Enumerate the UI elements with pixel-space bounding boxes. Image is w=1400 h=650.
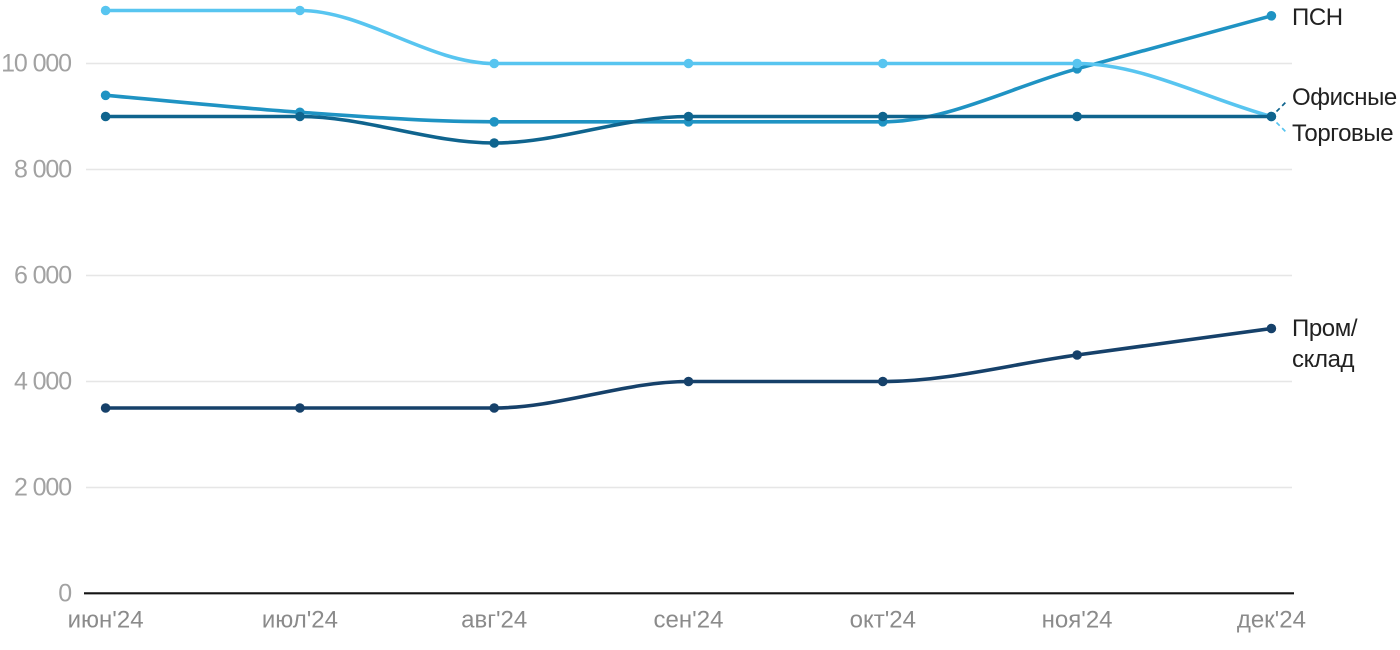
svg-text:склад: склад [1292, 346, 1355, 373]
svg-text:Пром/: Пром/ [1292, 315, 1358, 342]
svg-text:Торговые: Торговые [1292, 120, 1393, 147]
svg-text:июл'24: июл'24 [262, 607, 338, 634]
svg-text:10 000: 10 000 [1, 50, 71, 78]
svg-text:ПСН: ПСН [1292, 4, 1343, 31]
svg-text:авг'24: авг'24 [461, 607, 527, 634]
svg-text:ноя'24: ноя'24 [1042, 607, 1113, 634]
svg-text:4 000: 4 000 [14, 368, 71, 396]
svg-text:сен'24: сен'24 [654, 607, 724, 634]
svg-text:дек'24: дек'24 [1237, 607, 1306, 634]
svg-text:окт'24: окт'24 [850, 607, 916, 634]
svg-text:Офисные: Офисные [1292, 84, 1397, 111]
svg-text:6 000: 6 000 [14, 262, 71, 290]
svg-text:2 000: 2 000 [14, 474, 71, 502]
svg-text:0: 0 [58, 580, 71, 608]
svg-text:июн'24: июн'24 [68, 607, 144, 634]
svg-text:8 000: 8 000 [14, 156, 71, 184]
